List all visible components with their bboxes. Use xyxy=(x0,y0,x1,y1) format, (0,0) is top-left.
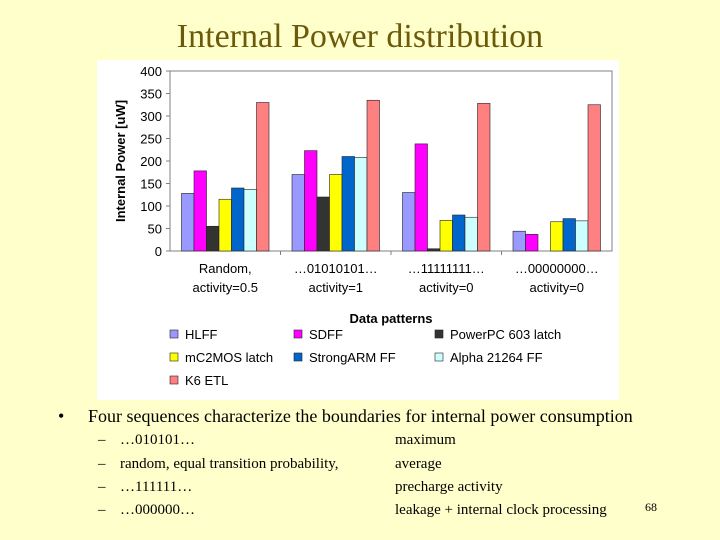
legend-label: mC2MOS latch xyxy=(185,350,273,365)
bar xyxy=(587,104,601,252)
bar xyxy=(366,99,380,252)
bar xyxy=(243,189,257,252)
bar xyxy=(181,193,195,252)
dash-marker: – xyxy=(98,502,106,518)
chart-panel: 0 50 100 150 200 250 300 350 400 Internal Power [… xyxy=(97,60,619,400)
y-tick-label: 300 xyxy=(140,109,162,124)
legend-swatch xyxy=(434,329,444,339)
bar xyxy=(291,174,305,252)
legend-label: Alpha 21264 FF xyxy=(450,350,543,365)
sub-item-meaning: precharge activity xyxy=(395,479,503,495)
x-tick-label: activity=0 xyxy=(529,280,584,295)
bar xyxy=(256,102,270,252)
legend-label: HLFF xyxy=(185,327,218,342)
bar xyxy=(512,230,526,252)
bar xyxy=(231,187,245,252)
y-tick-label: 150 xyxy=(140,177,162,192)
y-tick-label: 100 xyxy=(140,199,162,214)
slide-title: Internal Power distribution xyxy=(176,18,544,55)
sub-item-meaning: average xyxy=(395,456,442,472)
bullet-text: Four sequences characterize the boundari… xyxy=(88,406,633,426)
bar xyxy=(329,174,343,252)
y-tick-label: 200 xyxy=(140,154,162,169)
sub-item-meaning: leakage + internal clock processing xyxy=(395,502,607,518)
legend-label: K6 ETL xyxy=(185,373,228,388)
legend-swatch xyxy=(293,329,303,339)
bar xyxy=(575,220,589,252)
dash-marker: – xyxy=(98,432,106,448)
bar xyxy=(464,216,478,252)
sub-item-pattern: …111111… xyxy=(120,479,193,495)
bar xyxy=(316,196,330,252)
bar-chart: 0 50 100 150 200 250 300 350 400 Internal Power [… xyxy=(113,64,613,388)
y-axis-label: Internal Power [uW] xyxy=(113,100,128,222)
legend-swatch xyxy=(434,352,444,362)
dash-marker: – xyxy=(98,479,106,495)
bullet-marker: • xyxy=(58,406,65,426)
y-tick-label: 400 xyxy=(140,64,162,79)
y-tick-label: 350 xyxy=(140,87,162,102)
legend-label: StrongARM FF xyxy=(309,350,396,365)
legend-swatch xyxy=(169,375,179,385)
legend-label: SDFF xyxy=(309,327,343,342)
sub-item-meaning: maximum xyxy=(395,432,456,448)
bar xyxy=(477,103,491,252)
bar xyxy=(341,156,355,252)
bar xyxy=(562,218,576,252)
bar xyxy=(452,214,466,252)
legend-label: PowerPC 603 latch xyxy=(450,327,561,342)
x-tick-label: activity=1 xyxy=(308,280,363,295)
dash-marker: – xyxy=(98,456,106,472)
x-tick-label: …11111111… xyxy=(408,261,485,276)
x-tick-label: Random, xyxy=(199,261,252,276)
y-tick-label: 250 xyxy=(140,132,162,147)
bar xyxy=(218,198,232,252)
legend-swatch xyxy=(293,352,303,362)
y-tick-label: 0 xyxy=(155,244,162,259)
bar xyxy=(354,157,368,252)
x-tick-label: activity=0 xyxy=(419,280,474,295)
bar xyxy=(550,221,564,252)
legend-swatch xyxy=(169,329,179,339)
sub-item-pattern: …010101… xyxy=(120,432,195,448)
x-axis-label: Data patterns xyxy=(349,311,432,326)
page-number: 68 xyxy=(645,500,657,514)
bar xyxy=(206,225,220,252)
bar xyxy=(427,248,441,252)
bar xyxy=(414,143,428,252)
bar xyxy=(439,220,453,252)
legend-swatch xyxy=(169,352,179,362)
sub-item-pattern: …000000… xyxy=(120,502,195,518)
bar xyxy=(525,234,539,252)
sub-item-pattern: random, equal transition probability, xyxy=(120,456,339,472)
bar xyxy=(304,150,318,252)
x-tick-label: activity=0.5 xyxy=(193,280,258,295)
y-tick-label: 50 xyxy=(148,222,162,237)
bar xyxy=(193,170,207,252)
x-tick-label: …00000000… xyxy=(515,261,599,276)
bar xyxy=(402,192,416,252)
x-tick-label: …01010101… xyxy=(294,261,378,276)
